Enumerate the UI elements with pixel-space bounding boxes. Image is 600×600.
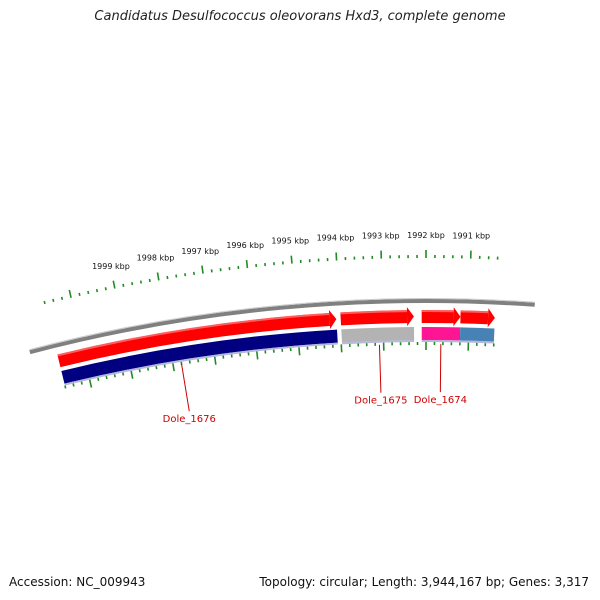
gene-label: Dole_1674	[414, 395, 467, 406]
gene-track	[57, 307, 495, 368]
scale-tick	[78, 292, 81, 297]
scale-tick	[43, 300, 46, 305]
gene-arrow-head	[328, 310, 337, 330]
scale-ruler: 1999 kbp 1998 kbp 1997 kbp 1996 kbp 1995 kbp…	[43, 231, 499, 389]
scale-label: 1996 kbp	[226, 241, 264, 250]
scale-tick	[201, 265, 204, 274]
inner-tick	[105, 375, 108, 380]
inner-tick	[122, 372, 125, 376]
gene-arrow-head	[487, 308, 495, 328]
inner-tick	[163, 364, 166, 368]
gene-label-leader	[181, 363, 190, 412]
inner-tick	[113, 374, 116, 378]
scale-tick	[95, 288, 99, 293]
inner-tick	[64, 385, 67, 389]
scale-tick	[112, 280, 116, 289]
category-band-edge	[421, 340, 460, 343]
scale-tick	[156, 272, 160, 281]
genome-summary-text: Topology: circular; Length: 3,944,167 bp…	[259, 575, 589, 589]
gene-arrow	[340, 310, 408, 326]
category-band	[341, 327, 415, 343]
accession-text: Accession: NC_009943	[9, 575, 146, 589]
inner-tick	[138, 369, 141, 373]
scale-tick	[104, 287, 107, 291]
scale-tick	[290, 255, 293, 264]
inner-tick	[88, 379, 93, 388]
inner-tick	[147, 367, 150, 371]
scale-tick	[245, 259, 249, 269]
category-band-edge	[459, 340, 494, 344]
gene-label-leader	[378, 344, 382, 393]
category-band	[459, 327, 495, 342]
gene-arrow	[421, 310, 454, 324]
category-band	[421, 327, 461, 341]
scale-tick	[52, 298, 55, 303]
category-band-edge	[341, 340, 415, 345]
inner-tick	[298, 347, 301, 356]
gene-arrow-shade	[340, 310, 407, 315]
scale-label: 1995 kbp	[271, 237, 309, 246]
gene-arrow	[460, 310, 489, 325]
scale-tick	[60, 296, 64, 300]
scale-label: 1999 kbp	[92, 262, 130, 271]
gene-label: Dole_1676	[163, 414, 216, 425]
category-track	[61, 327, 495, 386]
gene-arrow	[57, 313, 330, 368]
gene-arrow-head	[406, 307, 414, 327]
scale-tick	[87, 290, 90, 295]
scale-tick	[131, 282, 134, 286]
scale-tick	[148, 278, 151, 283]
category-band	[61, 329, 338, 384]
gene-labels: Dole_1676 Dole_1675 Dole_1674	[163, 344, 467, 425]
inner-tick	[255, 351, 259, 360]
inner-tick	[155, 366, 158, 370]
inner-tick	[130, 370, 134, 379]
inner-tick	[97, 377, 100, 381]
scale-tick	[68, 289, 72, 298]
gene-label: Dole_1675	[354, 396, 407, 407]
inner-tick	[80, 381, 83, 385]
gene-arrow-head	[453, 307, 461, 327]
scale-tick	[139, 280, 142, 284]
inner-tick	[72, 383, 75, 387]
scale-label: 1992 kbp	[407, 231, 445, 240]
scale-tick	[122, 283, 125, 287]
gene-arrow-shade	[460, 310, 489, 314]
genome-title: Candidatus Desulfococcus oleovorans Hxd3…	[94, 9, 506, 24]
inner-tick	[213, 356, 217, 365]
scale-label: 1997 kbp	[181, 247, 219, 256]
scale-label: 1994 kbp	[317, 234, 355, 243]
scale-label: 1993 kbp	[362, 232, 400, 241]
gene-arrow-shade	[421, 310, 454, 313]
scale-label: 1991 kbp	[452, 232, 490, 241]
scale-label: 1998 kbp	[137, 254, 175, 263]
inner-tick	[172, 363, 175, 372]
